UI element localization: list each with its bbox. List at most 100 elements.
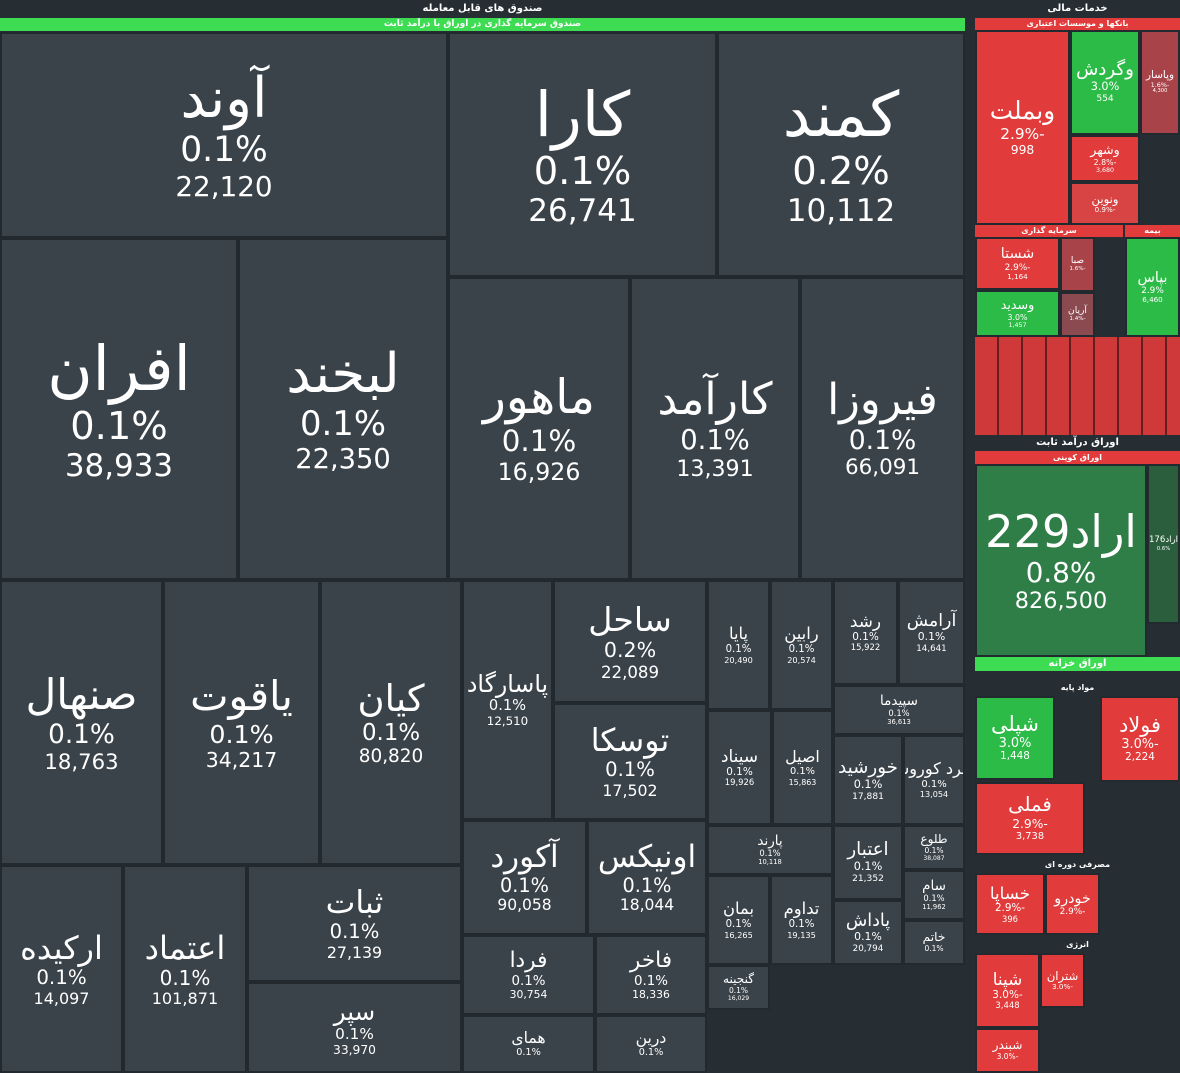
tile-change: 0.1% bbox=[500, 874, 549, 898]
tile-name: همای bbox=[511, 1028, 546, 1048]
tile: کیان 0.1% 80,820 bbox=[320, 580, 462, 865]
section-title: مواد پایه bbox=[1060, 683, 1095, 692]
tile: رابین 0.1% 20,574 bbox=[770, 580, 833, 710]
tile: بپاس 2.9% 6,460 bbox=[1125, 237, 1180, 337]
tile-name: تداوم bbox=[783, 899, 820, 919]
tile-change: -3.0% bbox=[996, 1052, 1019, 1062]
tile: فملی -2.9% 3,738 bbox=[975, 782, 1085, 855]
tile: افران 0.1% 38,933 bbox=[0, 238, 238, 580]
tile-volume: 30,754 bbox=[509, 987, 548, 1001]
tile: ونوین -0.9% bbox=[1070, 182, 1140, 225]
tile-change: 0.1% bbox=[361, 719, 421, 746]
tile-change: 0.1% bbox=[921, 778, 947, 790]
tile-volume: 10,118 bbox=[758, 857, 782, 866]
tile-name: ثبات bbox=[325, 885, 384, 921]
tile-volume: 19,926 bbox=[724, 777, 755, 788]
tile-name: فملی bbox=[1008, 793, 1052, 817]
tile: فردا 0.1% 30,754 bbox=[462, 935, 595, 1015]
tile-change: -1.4% bbox=[1069, 316, 1086, 323]
tile-volume: 4,300 bbox=[1152, 88, 1168, 95]
panel-title: صندوق های قابل معامله bbox=[0, 0, 965, 18]
tile: شستا -2.9% 1,164 bbox=[975, 237, 1060, 290]
tile: تداوم 0.1% 19,135 bbox=[770, 875, 833, 965]
tile-name: پاسارگاد bbox=[466, 670, 549, 699]
tile-name: فیروزا bbox=[827, 375, 938, 426]
tile: وشهر -2.8% 3,680 bbox=[1070, 135, 1140, 182]
tile-volume: 1,164 bbox=[1007, 271, 1028, 281]
tile-change: 0.1% bbox=[853, 777, 883, 791]
tile: خساپا -2.9% 396 bbox=[975, 873, 1045, 935]
tile: صنهال 0.1% 18,763 bbox=[0, 580, 163, 865]
tile-change: -3.0% bbox=[992, 989, 1023, 1002]
tile-volume: 15,863 bbox=[788, 777, 817, 787]
tile-change: 0.1% bbox=[790, 766, 815, 778]
tile-change: 0.1% bbox=[888, 708, 910, 719]
tile-name: آوند bbox=[180, 66, 268, 132]
tile-name: شپلی bbox=[991, 711, 1039, 736]
tile: وبملت -2.9% 998 bbox=[975, 30, 1070, 225]
tile-name: بمان bbox=[722, 899, 754, 919]
tile-name: فردا bbox=[509, 947, 548, 973]
tile: ماهور 0.1% 16,926 bbox=[448, 277, 630, 580]
tile-change: 0.1% bbox=[622, 874, 672, 898]
tile-name: سپر bbox=[333, 996, 376, 1026]
tile-volume: 26,741 bbox=[528, 193, 637, 230]
tile-change: 0.1% bbox=[634, 973, 668, 989]
tile-name: اعتبار bbox=[847, 839, 889, 861]
tile-volume: 17,502 bbox=[602, 780, 658, 800]
tile: شپلی 3.0% 1,448 bbox=[975, 696, 1055, 780]
tile-change: 2.9% bbox=[1141, 286, 1164, 297]
tile-change: 0.1% bbox=[159, 965, 211, 990]
tile-change: -0.9% bbox=[1094, 205, 1116, 215]
tile: شبندر -3.0% bbox=[975, 1028, 1040, 1073]
tile-name: فاخر bbox=[629, 947, 673, 973]
tile: سام 0.1% 11,962 bbox=[903, 870, 965, 920]
tile: ثبات 0.1% 27,139 bbox=[247, 865, 462, 982]
tile: همای 0.1% bbox=[462, 1015, 595, 1073]
tile-change: 0.2% bbox=[603, 638, 657, 663]
tile-name: آکورد bbox=[490, 838, 559, 875]
tile-volume: 34,217 bbox=[205, 747, 278, 772]
tile-name: شبندر bbox=[992, 1038, 1023, 1053]
tile-change: 0.1% bbox=[917, 630, 946, 644]
tile: وسدید 3.0% 1,457 bbox=[975, 290, 1060, 337]
tile-name: اونیکس bbox=[597, 838, 697, 875]
tile-volume: 20,574 bbox=[787, 654, 816, 665]
tile-volume: 12,510 bbox=[486, 714, 529, 729]
tile-volume: 16,926 bbox=[497, 457, 581, 486]
tile-change: -2.9% bbox=[1000, 124, 1045, 143]
tile-change: 0.1% bbox=[788, 918, 815, 930]
tile-change: 0.1% bbox=[180, 130, 268, 171]
tile-change: 0.1% bbox=[533, 149, 632, 195]
tile-volume: 66,091 bbox=[844, 455, 920, 481]
tile-change: -3.0% bbox=[1121, 736, 1159, 752]
tile: سیناد 0.1% 19,926 bbox=[707, 710, 772, 825]
tile-volume: 22,120 bbox=[175, 169, 273, 203]
tile-volume: 18,763 bbox=[44, 748, 119, 774]
tile-volume: 3,680 bbox=[1095, 166, 1115, 174]
section-title: بانکها و موسسات اعتباری bbox=[975, 18, 1180, 30]
tile-change: 0.1% bbox=[300, 404, 386, 444]
tile-change: -2.9% bbox=[1012, 817, 1048, 832]
tile: توسکا 0.1% 17,502 bbox=[553, 703, 707, 820]
tile-change: 0.1% bbox=[728, 985, 749, 995]
tile: ارکیده 0.1% 14,097 bbox=[0, 865, 123, 1073]
tile-change: 0.1% bbox=[36, 965, 87, 989]
tile-name: یاقوت bbox=[190, 671, 293, 720]
tile-volume: 18,044 bbox=[619, 896, 675, 915]
tile-name: شستا bbox=[1000, 246, 1035, 263]
tile-name: درین bbox=[635, 1028, 667, 1048]
tile: شتران -3.0% bbox=[1040, 953, 1085, 1008]
tile-volume: 1,448 bbox=[1000, 750, 1030, 763]
tile-volume: 15,922 bbox=[850, 642, 881, 653]
tile: کارآمد 0.1% 13,391 bbox=[630, 277, 800, 580]
tile-change: 0.1% bbox=[853, 860, 883, 874]
tile: شپنا -3.0% 3,448 bbox=[975, 953, 1040, 1028]
tile-volume: 18,336 bbox=[632, 987, 670, 1001]
tile-change: 0.1% bbox=[759, 848, 781, 859]
tile: طلوع 0.1% 38,087 bbox=[903, 825, 965, 870]
tile-volume: 3,448 bbox=[995, 1000, 1020, 1011]
tile: زمرد کوروش0.1%13,054 bbox=[903, 735, 965, 825]
tile-name: سیناد bbox=[720, 745, 758, 766]
tile-name: اعتماد bbox=[144, 928, 226, 967]
